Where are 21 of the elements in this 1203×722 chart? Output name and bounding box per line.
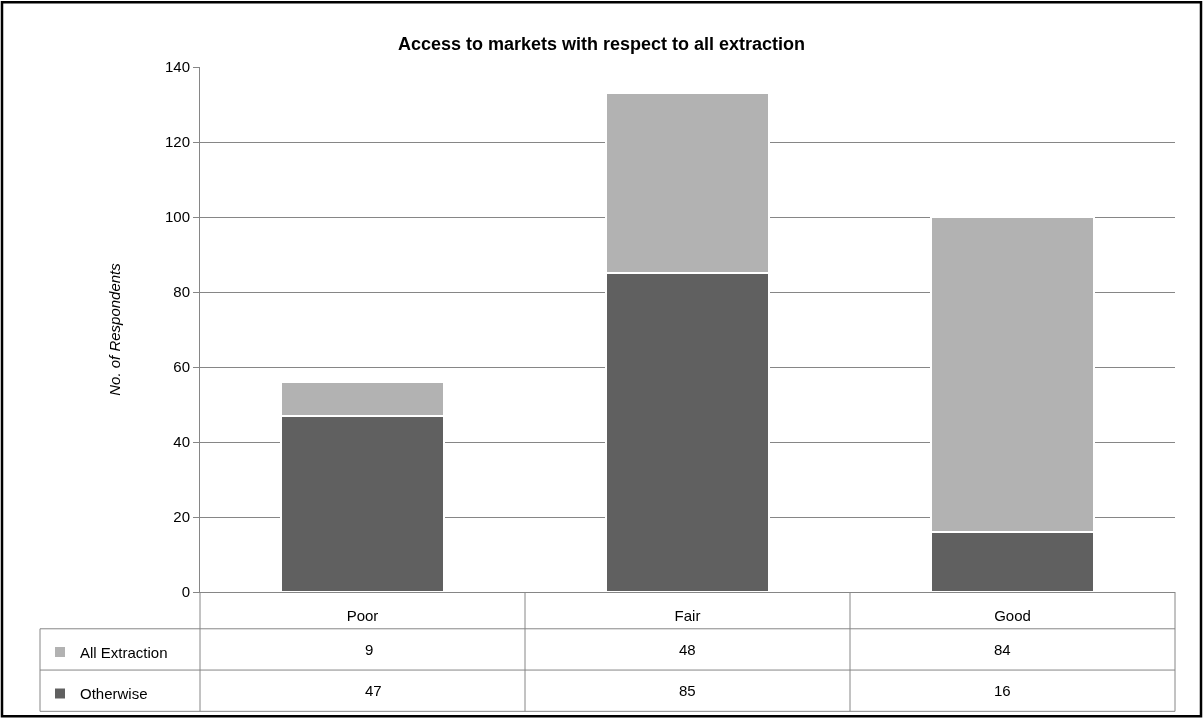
y-tick-label: 140 — [164, 58, 190, 76]
y-tick-label: 60 — [173, 358, 190, 376]
data-label: 84 — [994, 641, 1011, 658]
legend-label: All Extraction — [80, 643, 168, 661]
y-tick-label: 100 — [164, 208, 190, 226]
legend-label: Otherwise — [80, 685, 148, 703]
data-label: 9 — [365, 641, 374, 658]
chart-title: Access to markets with respect to all extraction — [397, 34, 806, 55]
x-tick-label: Good — [994, 607, 1031, 624]
y-tick-label: 120 — [164, 133, 190, 151]
data-label: 85 — [679, 682, 696, 699]
y-axis-title: No. of Respondents — [106, 262, 124, 396]
data-label: 48 — [679, 641, 696, 658]
y-tick-label: 80 — [173, 283, 190, 301]
y-tick-label: 0 — [181, 583, 190, 601]
y-tick-label: 20 — [173, 508, 190, 526]
y-tick-label: 40 — [173, 433, 190, 451]
x-tick-label: Poor — [346, 607, 379, 624]
data-label: 16 — [994, 682, 1011, 699]
x-tick-label: Fair — [674, 607, 701, 624]
data-label: 47 — [365, 682, 382, 699]
